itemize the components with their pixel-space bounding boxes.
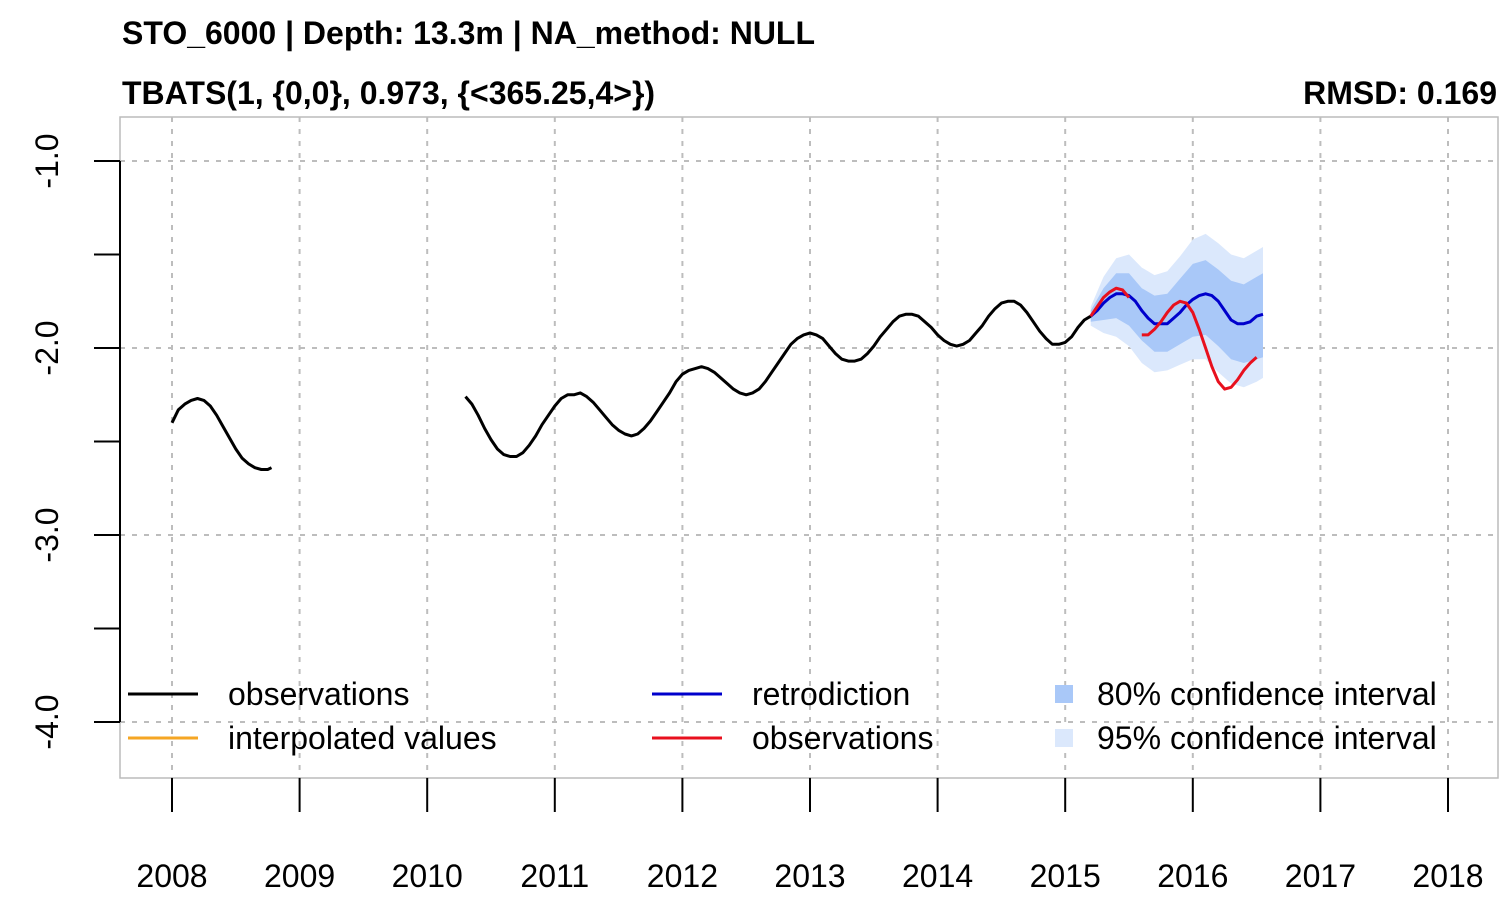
grid	[120, 117, 1498, 778]
legend-label-0: observations	[228, 676, 409, 712]
series-line-observations-1	[464, 299, 1092, 458]
ci80-band	[1090, 260, 1263, 363]
series-line-retrodiction-0	[1089, 292, 1264, 326]
series-group	[170, 286, 1264, 471]
x-tick-label-2014: 2014	[902, 858, 973, 894]
chart-title: STO_6000 | Depth: 13.3m | NA_method: NUL…	[122, 15, 815, 51]
x-tick-label-2012: 2012	[647, 858, 718, 894]
series-line-observations_test-1	[1141, 299, 1258, 391]
series-line-observations_test-0	[1089, 286, 1131, 318]
x-tick-label-2017: 2017	[1285, 858, 1356, 894]
ci80-band-group	[1090, 260, 1263, 363]
y-tick-label-2: -2.0	[29, 320, 65, 375]
legend-swatch-5	[1055, 729, 1073, 747]
rmsd-label: RMSD: 0.169	[1303, 75, 1497, 111]
x-tick-label-2011: 2011	[520, 858, 589, 894]
legend-label-2: retrodiction	[752, 676, 910, 712]
x-tick-label-2009: 2009	[264, 858, 335, 894]
legend-label-4: 80% confidence interval	[1097, 676, 1437, 712]
x-tick-label-2008: 2008	[136, 858, 207, 894]
y-tick-label-6: -4.0	[29, 694, 65, 749]
y-tick-label-0: -1.0	[29, 133, 65, 188]
axes: -1.0 -2.0 -3.0 -4.0 2008 2009 2010 2011 2012 2013…	[29, 133, 1484, 894]
legend: observations interpolated values retrodict…	[128, 676, 1437, 756]
x-tick-label-2013: 2013	[774, 858, 845, 894]
legend-label-3: observations	[752, 720, 933, 756]
series-line-observations-0	[170, 397, 273, 471]
x-tick-label-2018: 2018	[1412, 858, 1483, 894]
x-tick-label-2016: 2016	[1157, 858, 1228, 894]
legend-swatch-4	[1055, 685, 1073, 703]
x-tick-label-2010: 2010	[392, 858, 463, 894]
legend-label-5: 95% confidence interval	[1097, 720, 1437, 756]
y-tick-label-4: -3.0	[29, 507, 65, 562]
chart-subtitle: TBATS(1, {0,0}, 0.973, {<365.25,4>})	[122, 75, 655, 111]
legend-label-1: interpolated values	[228, 720, 497, 756]
x-tick-label-2015: 2015	[1030, 858, 1101, 894]
